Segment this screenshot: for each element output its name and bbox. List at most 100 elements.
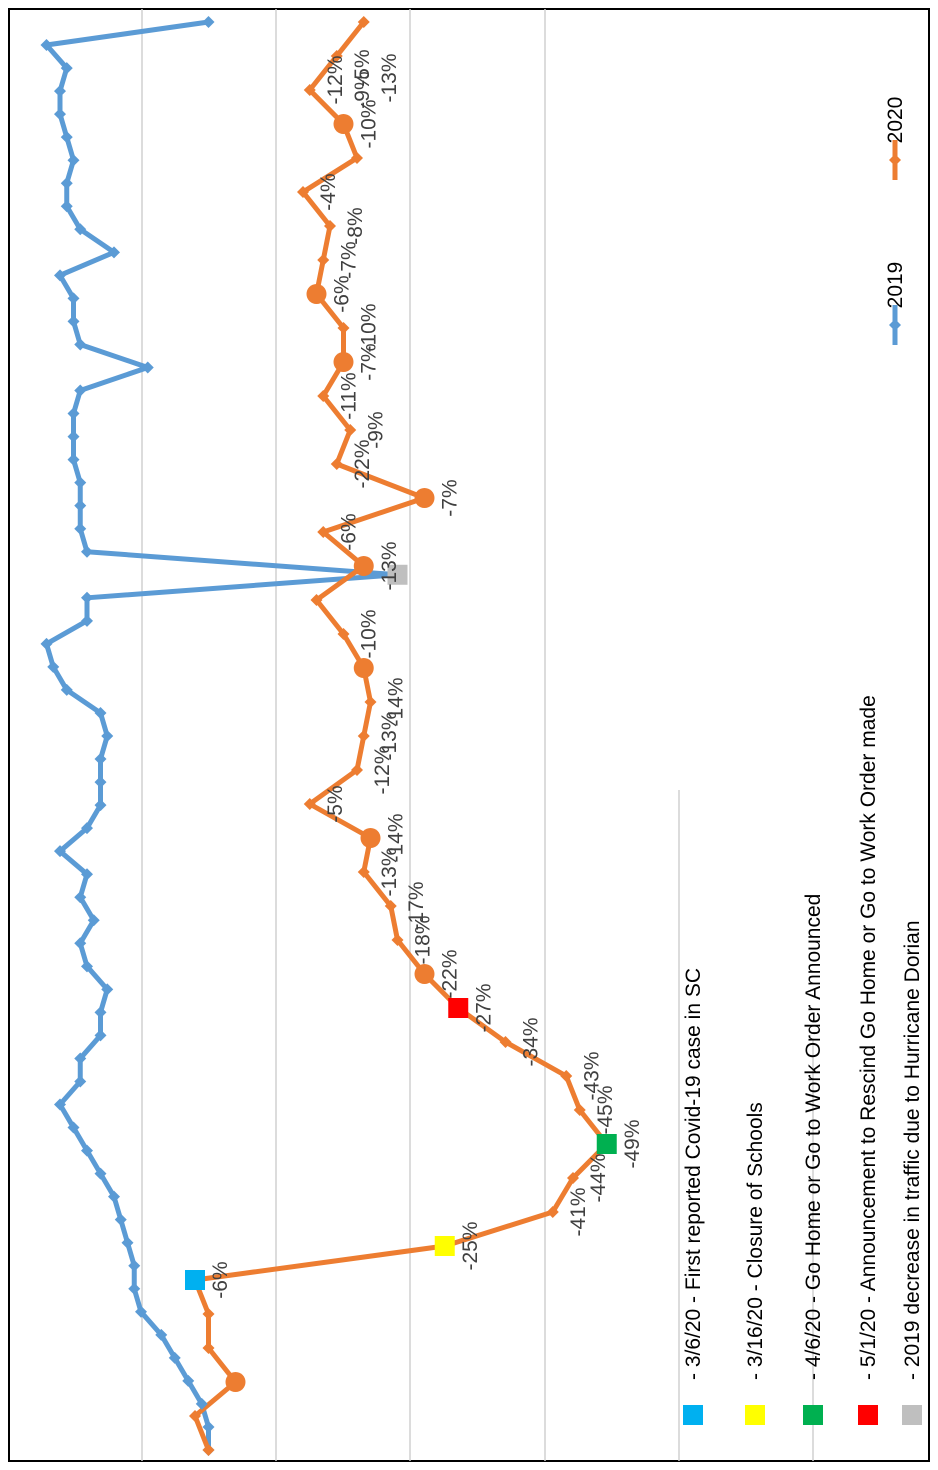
point-2020-18 [360,828,381,848]
point-2019-36 [81,614,93,627]
point-2019-50 [67,292,80,305]
point-2019-46 [74,384,87,397]
data-label-2020: -18% [412,915,435,964]
data-label-2020: -43% [580,1051,603,1100]
point-2019-26 [54,845,66,858]
point-2019-59 [54,85,66,98]
legend: 2020 2019 [884,97,907,345]
data-label-2020: -7% [358,343,381,380]
data-label-2020: -45% [594,1085,617,1134]
point-2019-20 [101,983,114,996]
point-2019-15 [54,1098,66,1111]
point-2019-41 [74,499,87,512]
data-label-2020: -34% [520,1017,543,1066]
event-legend: - 3/6/20 - First reported Covid-19 case … [682,695,924,1425]
data-label-2020: -12% [324,55,347,104]
point-2020-42 [357,16,370,28]
point-2020-23 [353,658,374,678]
point-2020-7 [546,1206,559,1218]
point-2019-47 [141,361,154,374]
point-2020-0 [202,1444,215,1456]
point-2019-45 [67,407,80,420]
event-marker-3 [448,998,469,1018]
point-2019-34 [47,660,60,673]
point-2020-1 [189,1410,201,1422]
event-marker-1 [434,1236,455,1256]
point-2019-44 [67,430,80,443]
point-2020-33 [337,322,350,334]
point-2020-39 [333,114,354,134]
data-label-2020: -6% [209,1261,232,1298]
gridlines [141,9,814,1461]
point-2020-27 [317,526,330,538]
point-2019-8 [128,1259,141,1272]
data-label-2020: -9% [364,411,387,448]
event-legend-swatch-3 [858,1405,878,1425]
point-2019-60 [60,62,73,75]
point-2019-49 [67,315,80,328]
data-label-2020: -44% [587,1153,610,1202]
point-2020-32 [333,352,354,372]
point-2020-35 [317,254,330,266]
data-label-2020: -10% [358,609,381,658]
point-2019-37 [81,591,93,604]
point-2019-9 [121,1236,134,1249]
legend-label-2020: 2020 [884,97,907,144]
point-2019-30 [94,753,107,766]
point-2019-55 [60,177,73,190]
point-2019-39 [81,545,93,558]
data-label-2020: -9% [351,71,374,108]
point-2020-17 [357,866,370,878]
point-2019-24 [74,891,87,904]
event-legend-label-4: - 2019 decrease in traffic due to Hurric… [901,920,924,1380]
point-2019-54 [60,200,73,213]
point-2019-5 [155,1328,168,1341]
point-2020-24 [337,628,350,640]
point-2019-33 [60,683,73,696]
point-2019-42 [74,476,87,489]
point-2019-25 [81,868,93,881]
point-2020-37 [297,186,309,198]
event-legend-swatch-0 [683,1405,703,1425]
data-label-2020: -17% [405,881,428,930]
point-2020-16 [384,900,397,912]
point-2020-22 [364,696,377,708]
point-2020-34 [306,284,327,304]
point-2019-61 [40,39,53,52]
data-label-2020: -13% [378,53,401,102]
event-legend-swatch-1 [745,1405,765,1425]
point-2020-40 [303,84,316,96]
point-2019-43 [67,453,80,466]
point-2019-10 [114,1213,127,1226]
point-2020-20 [351,764,363,776]
legend-label-2019: 2019 [884,262,907,309]
data-label-2020: -14% [385,813,408,862]
point-2019-4 [168,1351,181,1364]
data-label-2020: -6% [331,275,354,312]
point-2019-1 [202,1420,215,1433]
data-label-2020: -7% [439,479,462,516]
data-label-2020: -25% [459,1221,482,1270]
point-2019-28 [94,799,107,812]
point-2019-52 [108,246,120,259]
data-label-2020: -22% [351,439,374,488]
data-label-2020: -49% [621,1119,644,1168]
data-labels: -6%-25%-41%-44%-49%-45%-43%-34%-27%-22%-… [209,49,644,1298]
point-2019-18 [94,1029,107,1042]
point-2020-31 [317,390,330,402]
point-2019-35 [40,637,53,650]
point-2020-4 [202,1308,215,1320]
event-legend-label-0: - 3/6/20 - First reported Covid-19 case … [682,968,705,1380]
point-2019-19 [94,1006,107,1019]
event-legend-label-3: - 5/1/20 - Announcement to Rescind Go Ho… [857,695,880,1380]
data-label-2020: -6% [337,513,360,550]
point-2019-32 [94,706,107,719]
point-2019-22 [74,937,87,950]
data-label-2020: -5% [324,785,347,822]
point-2020-2 [225,1372,246,1392]
point-2020-29 [330,458,343,470]
event-legend-label-1: - 3/16/20 - Closure of Schools [744,1102,767,1380]
data-label-2020: -4% [317,173,340,210]
point-2020-10 [573,1104,586,1116]
